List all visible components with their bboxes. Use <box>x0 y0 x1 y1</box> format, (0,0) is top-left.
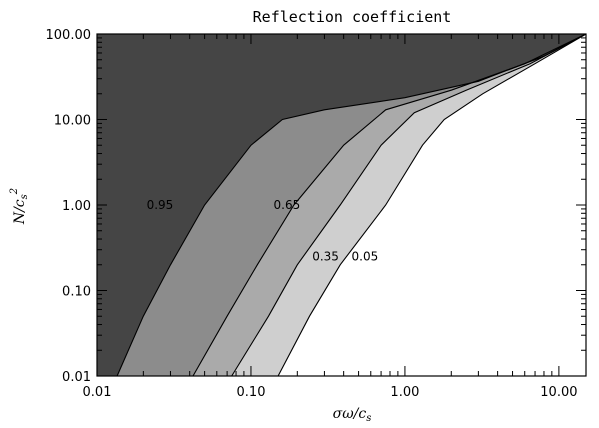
axis-ticks <box>96 33 586 377</box>
x-axis-label: σω/cs <box>333 406 372 424</box>
tick-labels: 0.01 0.10 1.00 10.00 0.01 0.10 1.00 10.00 100.00 <box>46 28 578 400</box>
contour-labels: 0.95 0.65 0.35 0.05 <box>147 198 379 264</box>
y-tick-label: 0.01 <box>62 370 91 385</box>
contour-label-0.35: 0.35 <box>312 250 339 264</box>
contour-line-0.35 <box>231 33 587 377</box>
contour-label-0.65: 0.65 <box>274 198 301 212</box>
x-tick-label: 10.00 <box>540 385 577 400</box>
y-tick-label: 0.10 <box>62 285 91 300</box>
contour-fills <box>97 34 586 376</box>
y-tick-label: 10.00 <box>54 114 91 129</box>
y-axis-label: N/cs2 <box>9 188 30 225</box>
contour-line-0.05 <box>277 33 587 377</box>
contour-fill-0.95 <box>97 34 586 376</box>
x-tick-label: 0.01 <box>83 385 112 400</box>
contour-lines <box>116 33 587 377</box>
y-tick-label: 1.00 <box>62 199 91 214</box>
x-tick-label: 0.10 <box>237 385 266 400</box>
y-tick-label: 100.00 <box>46 28 92 43</box>
contour-label-0.05: 0.05 <box>352 250 379 264</box>
contour-line-0.65 <box>192 33 587 377</box>
x-tick-label: 1.00 <box>390 385 419 400</box>
chart-title: Reflection coefficient <box>253 8 452 26</box>
contour-label-0.95: 0.95 <box>147 198 174 212</box>
